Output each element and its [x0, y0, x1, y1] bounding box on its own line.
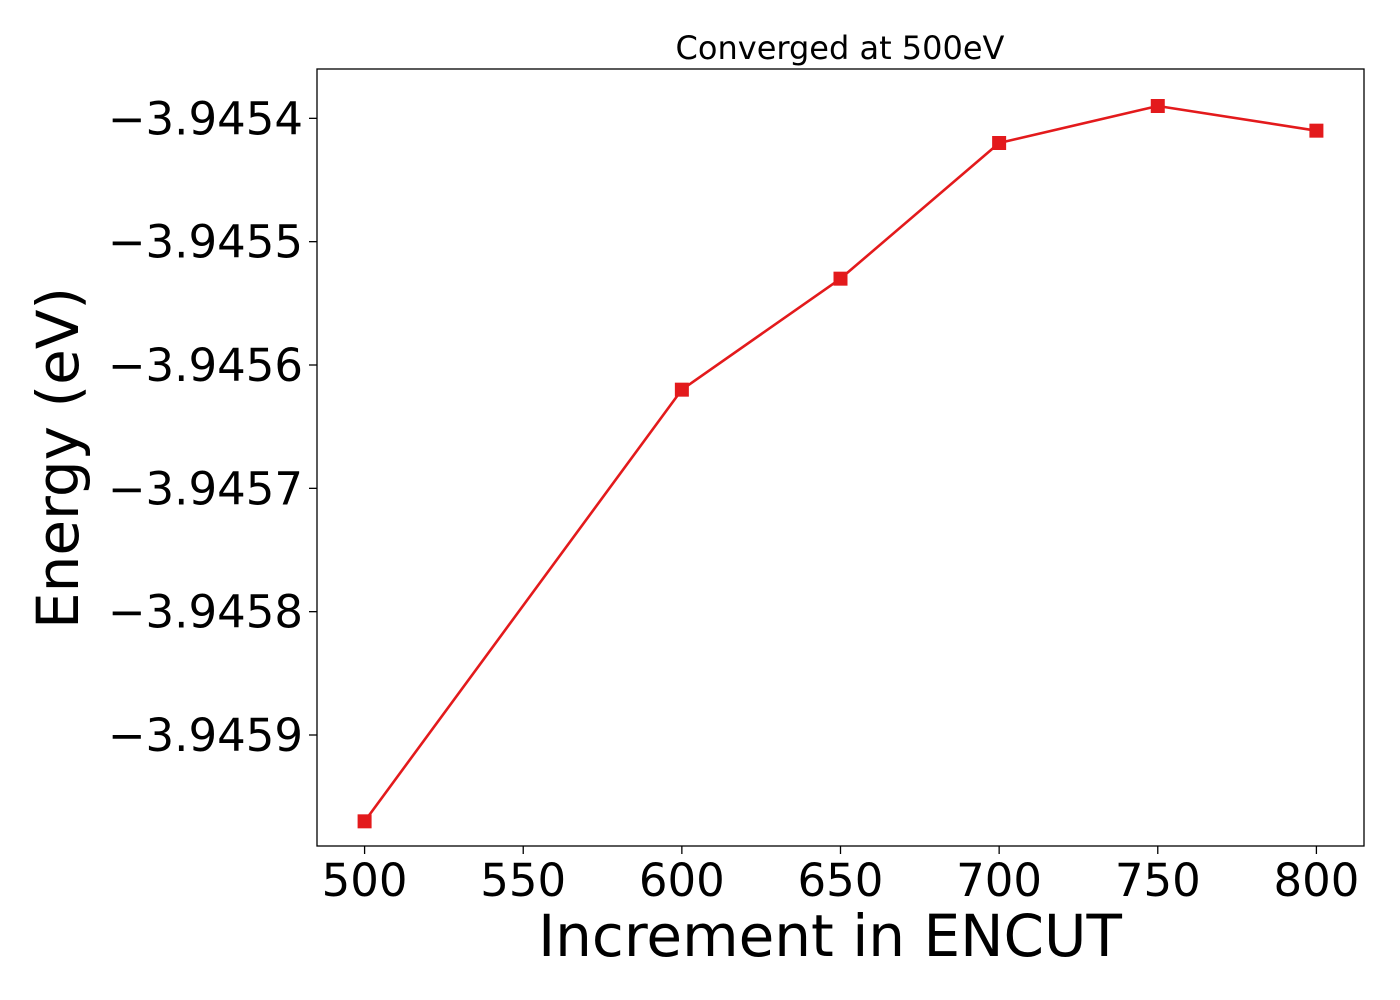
y-tick-label: −3.9455 — [108, 216, 303, 269]
x-tick-label: 700 — [956, 854, 1042, 907]
series-layer — [357, 99, 1324, 829]
x-tick-label: 650 — [798, 854, 884, 907]
y-tick-label: −3.9454 — [108, 92, 303, 145]
x-tick-label: 750 — [1115, 854, 1201, 907]
y-axis-ticks: −3.9454 −3.9455 −3.9456 −3.9457 −3.9458 −3.94… — [108, 92, 317, 762]
y-tick-label: −3.9457 — [108, 462, 303, 515]
x-axis-ticks: 500 550 600 650 700 750 800 — [322, 846, 1359, 907]
y-axis-label: Energy (eV) — [24, 287, 92, 629]
data-point-marker — [1150, 99, 1165, 113]
series-line — [363, 104, 1317, 823]
data-point-marker — [833, 271, 848, 286]
y-tick-label: −3.9456 — [108, 339, 303, 392]
x-tick-label: 500 — [322, 854, 408, 907]
data-point-marker — [992, 136, 1007, 150]
data-point-marker — [674, 382, 689, 397]
y-tick-label: −3.9459 — [108, 709, 303, 762]
data-point-marker — [1309, 123, 1324, 138]
x-axis-label: Increment in ENCUT — [538, 902, 1122, 970]
x-tick-label: 800 — [1273, 854, 1359, 907]
x-tick-label: 550 — [480, 854, 566, 907]
x-tick-label: 600 — [639, 854, 725, 907]
plot-area-frame — [316, 68, 1365, 847]
y-tick-label: −3.9458 — [108, 586, 303, 639]
data-point-marker — [357, 814, 372, 829]
chart-title: Converged at 500eV — [676, 29, 1005, 67]
